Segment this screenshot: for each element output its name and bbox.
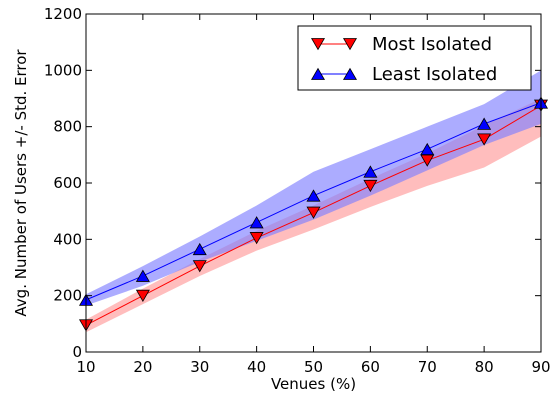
legend-marker-0-1	[342, 38, 358, 51]
data-point-1-6	[420, 142, 435, 156]
axis-tick-labels: 10 20 30 40 50 60 70 80 90 0 200 400 600 800 1000 1200	[44, 5, 551, 376]
x-tick-label-2: 30	[190, 358, 209, 376]
y-axis-title: Avg. Number of Users +/- Std. Error	[12, 49, 30, 317]
y-tick-label-2: 400	[53, 230, 82, 248]
x-tick-label-0: 10	[76, 358, 95, 376]
legend-label-0: Most Isolated	[372, 34, 492, 55]
x-tick-label-7: 80	[475, 358, 494, 376]
y-tick-label-0: 0	[72, 343, 82, 361]
y-tick-label-4: 800	[53, 118, 82, 136]
data-point-0-7	[477, 133, 492, 146]
y-tick-label-3: 600	[53, 174, 82, 192]
data-point-0-1	[135, 289, 150, 302]
legend: Most Isolated Least Isolated	[297, 25, 532, 91]
data-point-1-3	[249, 216, 264, 229]
data-point-0-4	[306, 206, 321, 219]
x-tick-label-4: 50	[304, 358, 323, 376]
legend-box	[297, 25, 532, 91]
legend-marker-0-0	[310, 38, 326, 51]
data-point-0-3	[249, 232, 264, 245]
x-tick-label-5: 60	[361, 358, 380, 376]
legend-label-1: Least Isolated	[372, 64, 497, 85]
axis-ticks	[85, 13, 542, 353]
data-point-1-4	[306, 189, 321, 202]
data-point-1-5	[363, 165, 378, 178]
data-point-0-5	[363, 179, 378, 193]
x-tick-label-6: 70	[418, 358, 437, 376]
series-markers	[78, 96, 549, 332]
legend-marker-1-1	[342, 67, 358, 80]
data-point-1-1	[135, 269, 150, 282]
data-point-1-2	[192, 242, 207, 256]
data-point-1-7	[477, 117, 492, 130]
x-tick-label-8: 90	[531, 358, 550, 376]
y-tick-label-5: 1000	[44, 61, 82, 79]
x-tick-label-3: 40	[247, 358, 266, 376]
y-tick-label-6: 1200	[44, 5, 82, 23]
x-tick-label-1: 20	[133, 358, 152, 376]
data-point-0-2	[192, 260, 207, 273]
y-tick-label-1: 200	[53, 287, 82, 305]
legend-marker-1-0	[310, 67, 326, 80]
x-axis-title: Venues (%)	[271, 375, 356, 393]
